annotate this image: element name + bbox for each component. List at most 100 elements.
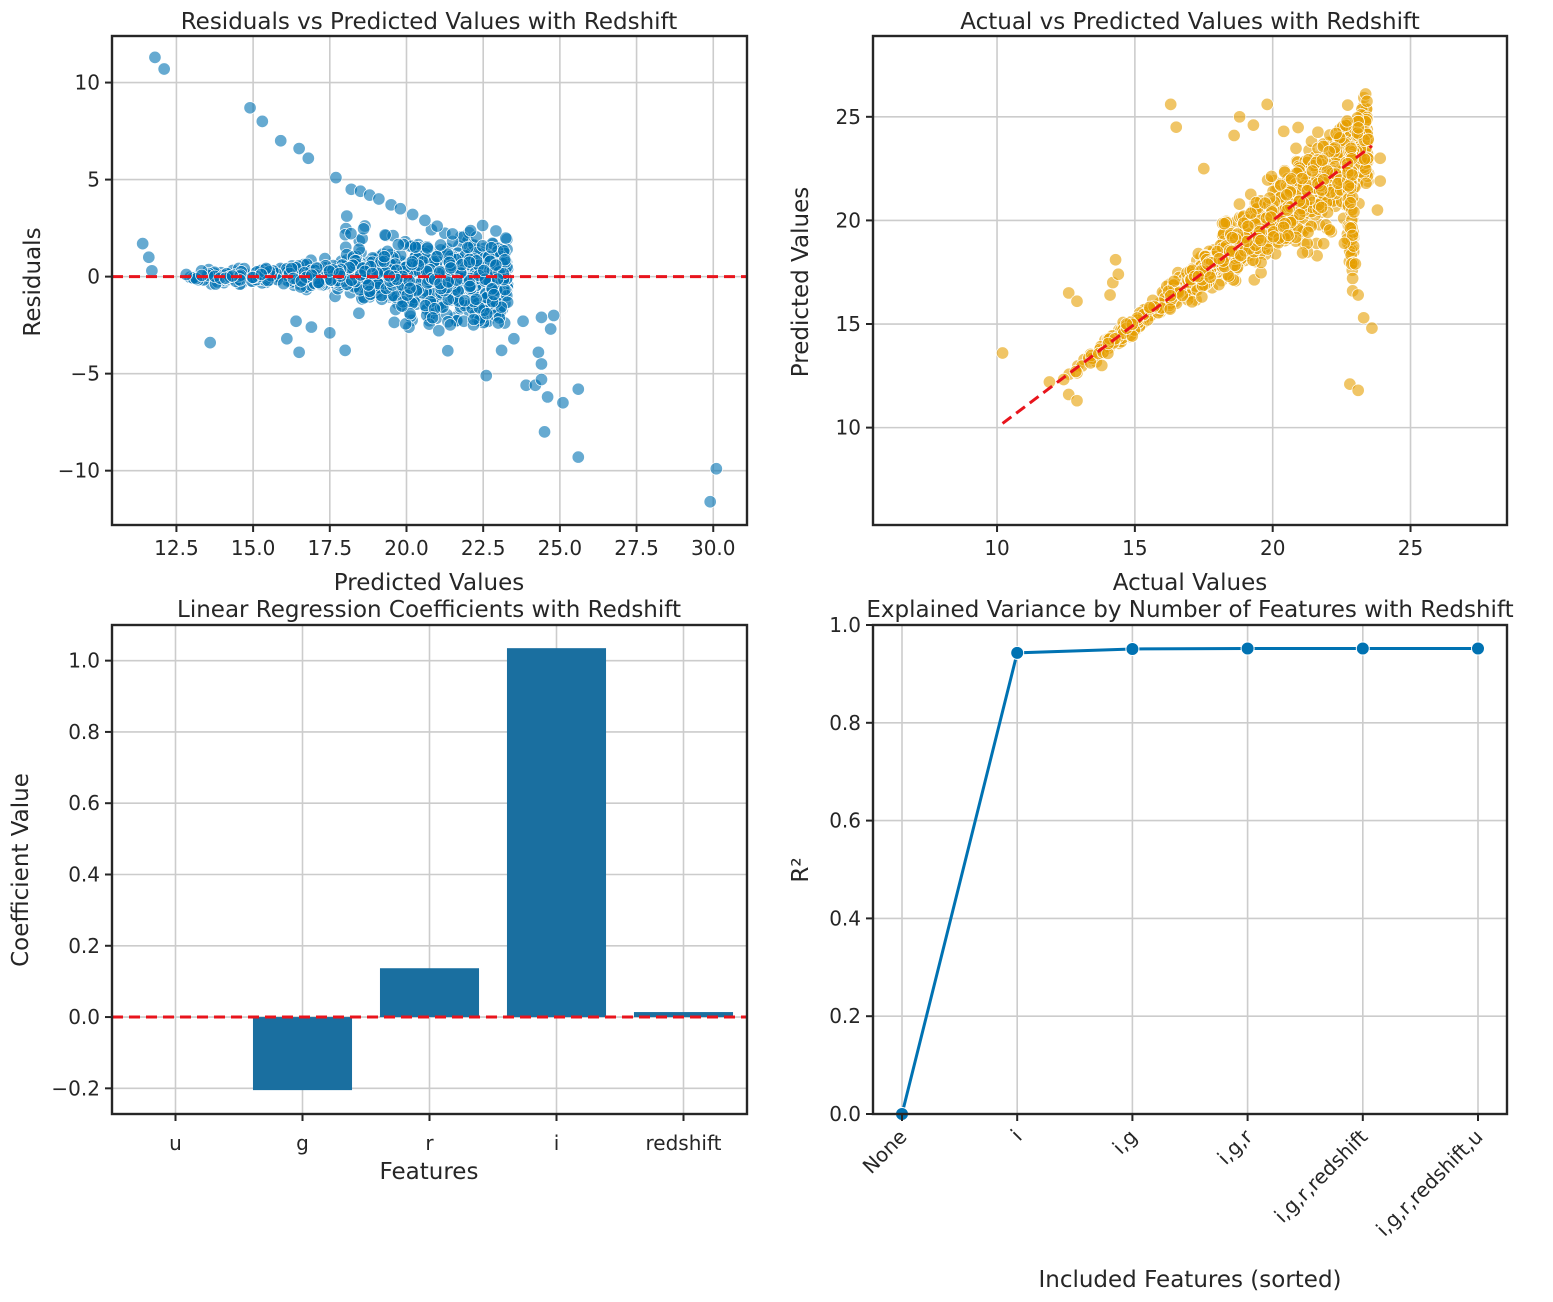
residual-point bbox=[571, 450, 585, 464]
residuals-x-tick-label: 20.0 bbox=[384, 536, 429, 560]
prediction-point bbox=[1291, 120, 1305, 135]
residual-point bbox=[395, 299, 409, 313]
explained-variance-chart: Explained Variance by Number of Features… bbox=[788, 597, 1514, 1293]
actual-vs-predicted-frame bbox=[871, 34, 1509, 527]
residual-point bbox=[391, 238, 405, 252]
residual-point bbox=[361, 278, 375, 292]
explained-variance-title: Explained Variance by Number of Features… bbox=[866, 597, 1513, 623]
prediction-point bbox=[1311, 125, 1325, 139]
avp-y-tick-label: 20 bbox=[836, 208, 861, 232]
residual-point bbox=[541, 390, 555, 404]
prediction-point bbox=[1241, 219, 1255, 233]
residual-point bbox=[408, 240, 423, 254]
r2-point bbox=[1125, 641, 1140, 656]
residual-point bbox=[477, 263, 491, 278]
residual-point bbox=[571, 382, 585, 396]
residual-point bbox=[480, 307, 494, 321]
prediction-point bbox=[1323, 223, 1337, 237]
residual-point bbox=[344, 227, 358, 241]
residual-point bbox=[378, 228, 392, 242]
residual-point bbox=[203, 336, 217, 350]
residual-point bbox=[329, 171, 343, 185]
avp-y-tick-label: 25 bbox=[836, 105, 861, 129]
residual-point bbox=[406, 207, 420, 222]
residual-point bbox=[289, 314, 303, 328]
residual-point bbox=[461, 240, 475, 255]
prediction-point bbox=[996, 346, 1010, 360]
r2-y-tick-label: 0.0 bbox=[829, 1102, 861, 1126]
residual-point bbox=[432, 324, 446, 338]
residual-point bbox=[464, 224, 478, 238]
residuals-chart: Residuals vs Predicted Values with Redsh… bbox=[20, 9, 749, 596]
residual-point bbox=[393, 202, 407, 216]
residuals-x-tick-label: 12.5 bbox=[154, 536, 199, 560]
prediction-point bbox=[1343, 196, 1358, 210]
r2-y-tick-label: 0.2 bbox=[829, 1004, 861, 1028]
coefficients-chart-title: Linear Regression Coefficients with Reds… bbox=[177, 597, 681, 623]
prediction-point bbox=[1246, 118, 1260, 132]
residual-point bbox=[467, 312, 481, 327]
residuals-y-tick-label: 5 bbox=[87, 168, 100, 192]
prediction-point bbox=[1370, 203, 1384, 217]
explained-variance-xlabel: Included Features (sorted) bbox=[1038, 1267, 1341, 1293]
residual-point bbox=[357, 222, 371, 236]
prediction-point bbox=[1264, 169, 1279, 183]
residual-point bbox=[418, 213, 432, 227]
residual-point bbox=[136, 237, 150, 251]
residual-point bbox=[304, 320, 318, 334]
r2-point bbox=[1471, 641, 1485, 656]
residuals-x-tick-label: 17.5 bbox=[308, 536, 353, 560]
residual-point bbox=[274, 134, 288, 148]
residuals-x-tick-label: 22.5 bbox=[461, 536, 506, 560]
residual-point bbox=[476, 218, 490, 233]
prediction-point bbox=[1373, 174, 1387, 188]
r2-series-line bbox=[900, 646, 1478, 1115]
residual-point bbox=[352, 306, 366, 320]
coefficients-chart-ylabel: Coefficient Value bbox=[8, 773, 34, 967]
residual-point bbox=[462, 255, 476, 269]
prediction-point bbox=[1057, 372, 1071, 387]
residuals-y-tick-label: 0 bbox=[87, 265, 100, 289]
residual-point bbox=[534, 310, 549, 324]
prediction-point bbox=[1069, 364, 1083, 379]
residual-point bbox=[495, 343, 509, 357]
coef-y-tick-label: 0.8 bbox=[68, 720, 100, 744]
residual-point bbox=[499, 231, 513, 245]
prediction-point bbox=[1258, 196, 1272, 210]
residual-point bbox=[537, 425, 552, 439]
coefficients-chart: Linear Regression Coefficients with Reds… bbox=[8, 597, 749, 1185]
prediction-point bbox=[1296, 246, 1310, 260]
residuals-x-tick-label: 27.5 bbox=[614, 536, 659, 560]
residual-point bbox=[487, 288, 501, 302]
prediction-point bbox=[1281, 228, 1295, 243]
r2-x-tick-label: i,g,r bbox=[1212, 1124, 1257, 1169]
prediction-point bbox=[1260, 242, 1275, 256]
coef-x-tick-label: i bbox=[554, 1131, 560, 1155]
residual-point bbox=[387, 315, 401, 329]
r2-x-tick-label: i,g,r,redshift bbox=[1269, 1124, 1372, 1227]
residual-point bbox=[430, 219, 444, 233]
prediction-point bbox=[1315, 200, 1329, 214]
prediction-point bbox=[1305, 164, 1319, 178]
coef-y-tick-label: 0.6 bbox=[68, 791, 100, 815]
residual-point bbox=[292, 141, 306, 156]
prediction-point bbox=[1266, 230, 1281, 244]
coef-bar-redshift bbox=[633, 1012, 734, 1018]
prediction-point bbox=[1095, 358, 1109, 373]
residual-point bbox=[157, 62, 171, 76]
r2-point bbox=[1355, 641, 1370, 656]
prediction-point bbox=[1164, 97, 1178, 111]
prediction-point bbox=[1197, 162, 1211, 176]
residual-point bbox=[301, 151, 315, 165]
residuals-y-tick-label: 10 bbox=[75, 71, 100, 95]
prediction-point bbox=[1070, 394, 1084, 408]
actual-vs-predicted-xlabel: Actual Values bbox=[1113, 570, 1268, 596]
prediction-point bbox=[1225, 231, 1239, 245]
residual-point bbox=[445, 227, 460, 241]
residuals-chart-title: Residuals vs Predicted Values with Redsh… bbox=[181, 9, 678, 35]
residual-point bbox=[556, 396, 570, 410]
prediction-point bbox=[1143, 300, 1157, 314]
prediction-point bbox=[1232, 197, 1246, 211]
coef-y-tick-label: 1.0 bbox=[68, 649, 100, 673]
